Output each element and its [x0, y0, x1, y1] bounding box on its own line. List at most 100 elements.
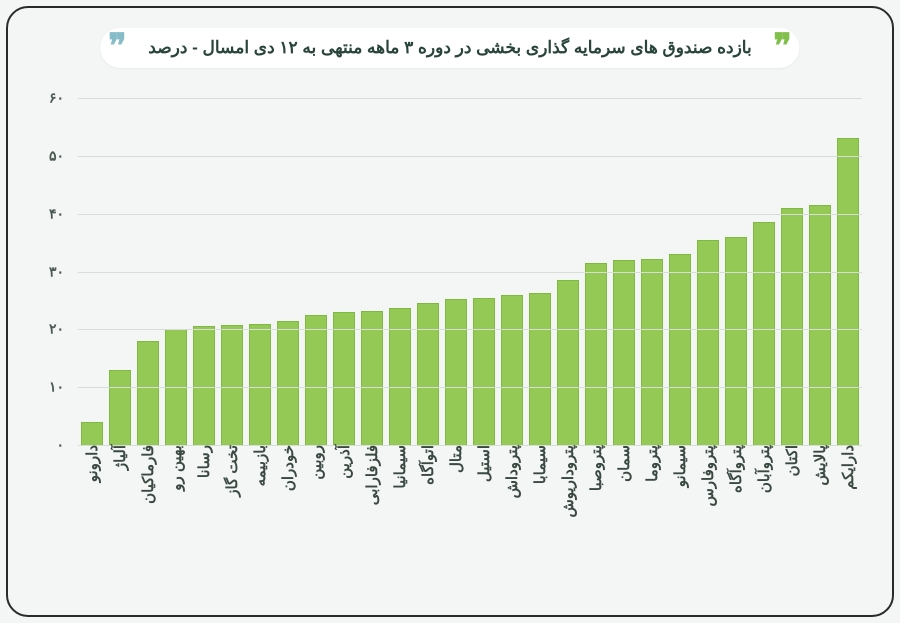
- x-label-slot: استیل: [470, 445, 498, 585]
- x-label-slot: بازبیمه: [246, 445, 274, 585]
- bar: [501, 295, 523, 445]
- x-tick-label: بازبیمه: [251, 445, 269, 486]
- x-label-slot: اتوآگاه: [414, 445, 442, 585]
- x-label-slot: پتروداش: [498, 445, 526, 585]
- gridline: [78, 156, 862, 157]
- bar: [361, 311, 383, 445]
- x-tick-label: پتروفارس: [699, 445, 717, 507]
- x-label-slot: خودران: [274, 445, 302, 585]
- x-label-slot: پتروآبان: [750, 445, 778, 585]
- x-tick-label: استیل: [475, 445, 493, 482]
- x-axis-labels: دارونو آلیاژ فارماکیان بهین رو رسانا تخت گاز ب…: [78, 445, 862, 585]
- x-label-slot: آذرین: [330, 445, 358, 585]
- x-label-slot: پالایش: [806, 445, 834, 585]
- chart-title: بازده صندوق های سرمایه گذاری بخشی در دور…: [148, 38, 751, 57]
- x-tick-label: آلیاژ: [111, 445, 129, 470]
- x-tick-label: فلزفارابی: [363, 445, 381, 505]
- x-label-slot: پتروفارس: [694, 445, 722, 585]
- x-label-slot: اکتان: [778, 445, 806, 585]
- x-tick-label: سیمانو: [671, 445, 689, 487]
- bar: [725, 237, 747, 445]
- x-tick-label: پتروآبان: [755, 445, 773, 493]
- x-tick-label: اتوآگاه: [419, 445, 437, 485]
- bar: [109, 370, 131, 445]
- x-label-slot: آلیاژ: [106, 445, 134, 585]
- bar: [473, 298, 495, 445]
- gridline: [78, 329, 862, 330]
- bar: [529, 293, 551, 445]
- x-tick-label: خودران: [279, 445, 297, 491]
- bar: [81, 422, 103, 445]
- x-tick-label: پالایش: [811, 445, 829, 486]
- bar: [613, 260, 635, 445]
- x-label-slot: دارونو: [78, 445, 106, 585]
- bar: [641, 259, 663, 445]
- bar: [193, 326, 215, 445]
- x-label-slot: روبین: [302, 445, 330, 585]
- quote-close-icon: ❞: [108, 29, 126, 63]
- bar: [809, 205, 831, 445]
- bar: [585, 263, 607, 445]
- x-label-slot: سیمانیا: [386, 445, 414, 585]
- bar: [221, 325, 243, 445]
- y-tick-label: ۳۰: [49, 263, 78, 280]
- bar: [697, 240, 719, 445]
- x-tick-label: آذرین: [335, 445, 353, 479]
- x-tick-label: پتروما: [643, 445, 661, 482]
- y-tick-label: ۵۰: [49, 147, 78, 164]
- gridline: [78, 387, 862, 388]
- bar: [305, 315, 327, 445]
- bar: [781, 208, 803, 445]
- y-tick-label: ۱۰: [49, 379, 78, 396]
- x-label-slot: فلزفارابی: [358, 445, 386, 585]
- bar: [837, 138, 859, 445]
- x-tick-label: فارماکیان: [139, 445, 157, 504]
- bar: [137, 341, 159, 445]
- x-tick-label: پتروداریوش: [559, 445, 577, 518]
- y-tick-label: ۴۰: [49, 205, 78, 222]
- x-label-slot: رسانا: [190, 445, 218, 585]
- x-label-slot: پتروآگاه: [722, 445, 750, 585]
- chart-plot-area: ۰۱۰۲۰۳۰۴۰۵۰۶۰: [78, 98, 862, 445]
- x-tick-label: دارایکم: [839, 445, 857, 490]
- quote-open-icon: ❞: [773, 29, 791, 63]
- bar: [669, 254, 691, 445]
- x-label-slot: سمان: [610, 445, 638, 585]
- x-label-slot: متال: [442, 445, 470, 585]
- chart-title-pill: ❞ بازده صندوق های سرمایه گذاری بخشی در د…: [100, 28, 799, 68]
- gridline: [78, 214, 862, 215]
- x-label-slot: سیمانو: [666, 445, 694, 585]
- bar: [753, 222, 775, 445]
- y-tick-label: ۰: [56, 437, 78, 454]
- x-label-slot: پتروما: [638, 445, 666, 585]
- x-tick-label: تخت گاز: [223, 445, 241, 497]
- bar: [557, 280, 579, 445]
- gridline: [78, 272, 862, 273]
- bar: [249, 324, 271, 445]
- y-tick-label: ۲۰: [49, 321, 78, 338]
- bar: [417, 303, 439, 445]
- x-tick-label: روبین: [307, 445, 325, 480]
- x-tick-label: پتروصبا: [587, 445, 605, 491]
- x-label-slot: فارماکیان: [134, 445, 162, 585]
- bar: [277, 321, 299, 445]
- x-label-slot: پتروصبا: [582, 445, 610, 585]
- x-label-slot: دارایکم: [834, 445, 862, 585]
- x-label-slot: تخت گاز: [218, 445, 246, 585]
- x-label-slot: بهین رو: [162, 445, 190, 585]
- x-label-slot: سیمابا: [526, 445, 554, 585]
- x-tick-label: اکتان: [783, 445, 801, 476]
- bar: [333, 312, 355, 445]
- x-tick-label: دارونو: [83, 445, 101, 482]
- chart-frame: ❞ بازده صندوق های سرمایه گذاری بخشی در د…: [6, 6, 894, 617]
- x-tick-label: سیمابا: [531, 445, 549, 484]
- x-tick-label: پتروآگاه: [727, 445, 745, 493]
- x-tick-label: رسانا: [195, 445, 213, 478]
- x-tick-label: پتروداش: [503, 445, 521, 498]
- x-tick-label: بهین رو: [167, 445, 185, 491]
- y-tick-label: ۶۰: [49, 90, 78, 107]
- bar: [445, 299, 467, 445]
- x-tick-label: سیمانیا: [391, 445, 409, 489]
- x-label-slot: پتروداریوش: [554, 445, 582, 585]
- x-tick-label: متال: [447, 445, 465, 473]
